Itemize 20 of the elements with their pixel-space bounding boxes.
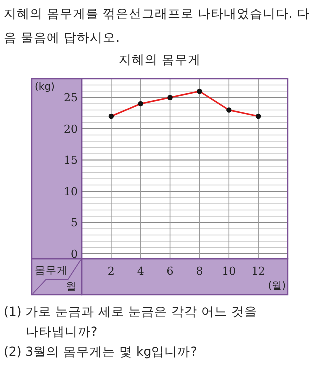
chart-title: 지혜의 몸무게 xyxy=(119,52,201,67)
y-tick-label: 10 xyxy=(64,185,78,198)
y-tick-label: 0 xyxy=(71,248,78,261)
x-tick-label: 4 xyxy=(137,264,144,278)
y-tick-label: 25 xyxy=(64,92,78,105)
y-tick-label: 15 xyxy=(64,154,78,168)
x-tick-label: 8 xyxy=(196,264,204,278)
y-tick-label: 20 xyxy=(64,122,78,136)
y-axis-title: (kg) xyxy=(35,82,56,93)
x-axis-title: (월) xyxy=(268,281,286,292)
x-tick-label: 6 xyxy=(166,264,174,278)
chart-subtitle: 지혜의 몸무게를 꺾은선그래프로 나타내었습니다. 다음 물음에 답하시오. xyxy=(3,5,311,47)
text: 몸무게 xyxy=(35,265,68,277)
y-tick-label: 5 xyxy=(71,216,78,230)
x-tick-label: 12 xyxy=(252,264,266,278)
x-tick-label: 10 xyxy=(222,264,236,278)
x-tick-label: 2 xyxy=(108,264,115,278)
text: (2) 3월의 몸무게는 몇 kg입니까? xyxy=(4,343,198,361)
text: 월 xyxy=(66,281,77,293)
text: (1) 가로 눈금과 세로 눈금은 각각 어느 것을 나타냅니까? xyxy=(4,303,259,341)
